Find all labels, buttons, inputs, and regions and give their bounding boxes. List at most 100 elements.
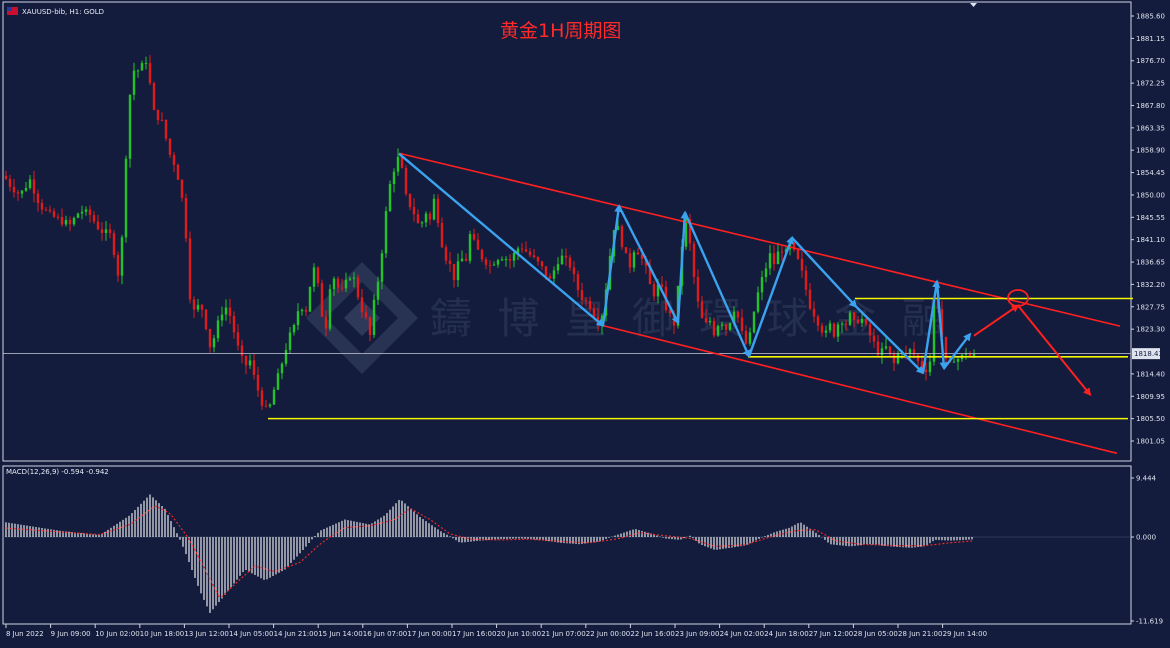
candle-bull xyxy=(492,264,496,266)
wave-arrow[interactable] xyxy=(617,205,680,325)
time-tick-label: 14 Jun 05:00 xyxy=(229,630,273,638)
candle-bear xyxy=(532,255,536,258)
candle-bear xyxy=(320,283,324,317)
candle-bear xyxy=(832,323,836,337)
candle-bull xyxy=(456,261,460,281)
candle-bear xyxy=(156,109,160,120)
wave-arrow[interactable] xyxy=(791,236,858,309)
candle-bear xyxy=(864,318,868,325)
symbol-label: XAUUSD-bib, H1: GOLD xyxy=(22,8,104,16)
candle-bull xyxy=(196,304,200,310)
candle-bull xyxy=(836,324,840,337)
wave-arrow[interactable] xyxy=(935,281,948,371)
time-tick-label: 22 Jun 00:00 xyxy=(586,630,630,638)
candle-bull xyxy=(716,325,720,336)
candle-bear xyxy=(624,247,628,254)
scroll-marker-icon[interactable] xyxy=(970,3,977,7)
candle-bear xyxy=(40,203,44,210)
price-tick-label: 1850.00 xyxy=(1136,191,1165,199)
candle-bull xyxy=(120,237,124,276)
wave-arrow[interactable] xyxy=(398,152,605,327)
candle-bear xyxy=(476,239,480,250)
candle-bear xyxy=(580,290,584,301)
candle-bull xyxy=(20,190,24,194)
wave-arrow[interactable] xyxy=(683,212,751,359)
candle-bear xyxy=(620,226,624,248)
candle-bear xyxy=(176,164,180,180)
candle-bear xyxy=(96,221,100,230)
candle-bear xyxy=(252,360,256,375)
candle-bull xyxy=(516,248,520,253)
candle-bull xyxy=(708,320,712,323)
wave-arrow[interactable] xyxy=(943,332,972,370)
projection-arrow[interactable] xyxy=(973,304,1020,337)
candle-bear xyxy=(868,324,872,336)
candle-bull xyxy=(632,252,636,268)
price-tick-label: 1845.55 xyxy=(1136,214,1165,222)
candle-bear xyxy=(116,255,120,276)
candle-bull xyxy=(560,255,564,265)
candle-bear xyxy=(888,346,892,354)
time-tick-label: 13 Jun 12:00 xyxy=(184,630,228,638)
breakout-circle[interactable] xyxy=(1007,289,1029,307)
price-tick-label: 1841.10 xyxy=(1136,236,1165,244)
projection-arrow[interactable] xyxy=(1017,304,1092,397)
candle-bear xyxy=(436,198,440,224)
candle-bear xyxy=(236,332,240,346)
price-tick-label: 1836.65 xyxy=(1136,259,1165,267)
candle-bull xyxy=(432,198,436,220)
candle-bear xyxy=(440,223,444,248)
candle-bear xyxy=(228,307,232,316)
chart-title: 黄金1H周期图 xyxy=(500,20,621,42)
candle-bear xyxy=(588,300,592,309)
candle-bull xyxy=(768,253,772,269)
candle-bear xyxy=(304,309,308,312)
candle-bear xyxy=(640,254,644,259)
candle-bear xyxy=(464,258,468,261)
candle-bear xyxy=(148,63,152,84)
candle-bull xyxy=(392,171,396,185)
candle-bear xyxy=(944,336,948,359)
candle-bear xyxy=(208,328,212,348)
candle-bull xyxy=(276,373,280,390)
time-tick-label: 8 Jun 2022 xyxy=(6,630,44,638)
time-tick-label: 27 Jun 12:00 xyxy=(809,630,853,638)
candle-bear xyxy=(852,312,856,320)
candle-bear xyxy=(812,308,816,317)
candle-bear xyxy=(60,216,64,225)
wave-arrow[interactable] xyxy=(747,235,794,357)
candle-bull xyxy=(424,213,428,223)
flag-icon xyxy=(7,7,18,15)
wave-arrow[interactable] xyxy=(921,279,941,374)
candle-bear xyxy=(792,242,796,250)
candle-bear xyxy=(584,300,588,302)
time-tick-label: 22 Jun 16:00 xyxy=(630,630,674,638)
candles-layer xyxy=(4,55,976,410)
wave-arrow[interactable] xyxy=(676,210,689,323)
time-tick-label: 24 Jun 18:00 xyxy=(764,630,808,638)
time-tick-label: 29 Jun 14:00 xyxy=(943,630,987,638)
candle-bull xyxy=(468,234,472,261)
time-tick-label: 15 Jun 14:00 xyxy=(318,630,362,638)
price-tick-label: 1885.60 xyxy=(1136,13,1165,21)
candle-bear xyxy=(232,315,236,333)
time-tick-label: 9 Jun 09:00 xyxy=(51,630,91,638)
candle-bull xyxy=(376,281,380,300)
price-tick-label: 1863.35 xyxy=(1136,124,1165,132)
price-tick-label: 1867.80 xyxy=(1136,102,1165,110)
trendline-channel_upper[interactable] xyxy=(398,152,1121,327)
candle-bull xyxy=(512,252,516,261)
candle-bear xyxy=(700,301,704,319)
wave-arrow[interactable] xyxy=(855,305,925,375)
candle-bull xyxy=(272,389,276,405)
trendline-channel_lower[interactable] xyxy=(602,324,1118,455)
candle-bear xyxy=(16,192,20,194)
wave-arrow[interactable] xyxy=(601,204,623,326)
candle-bear xyxy=(744,330,748,344)
candle-bull xyxy=(928,361,932,373)
candle-bear xyxy=(548,276,552,279)
candle-bull xyxy=(384,211,388,254)
candle-bear xyxy=(368,317,372,336)
candle-bull xyxy=(840,323,844,325)
